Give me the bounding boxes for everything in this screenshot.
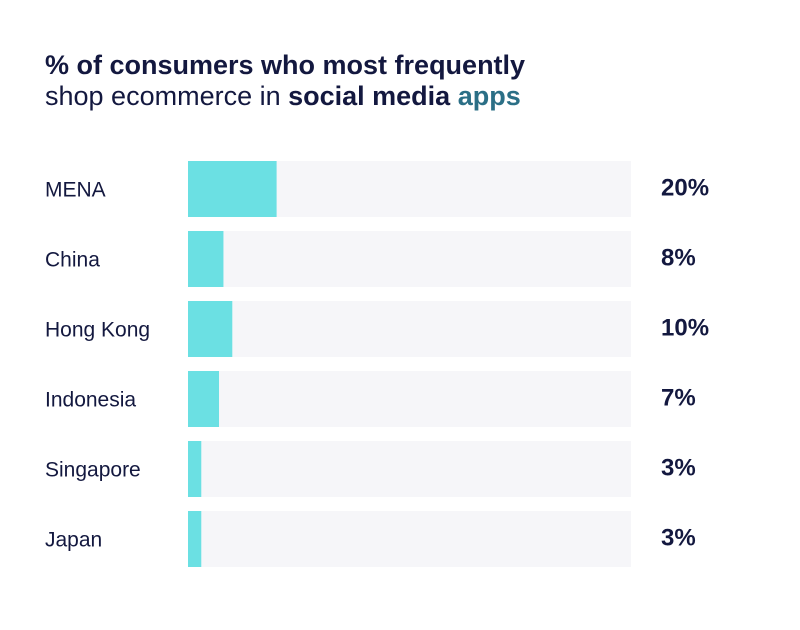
bar-track-indonesia xyxy=(188,371,631,427)
value-label-singapore: 3% xyxy=(661,454,696,481)
bar-track-singapore xyxy=(188,441,631,497)
category-label-hong-kong: Hong Kong xyxy=(45,319,150,342)
title-line-1: % of consumers who most frequently xyxy=(45,50,526,80)
bar-china xyxy=(188,231,224,287)
category-label-japan: Japan xyxy=(45,529,102,552)
value-label-japan: 3% xyxy=(661,524,696,551)
bar-track-japan xyxy=(188,511,631,567)
bar-mena xyxy=(188,161,277,217)
value-label-indonesia: 7% xyxy=(661,384,696,411)
bar-track-china xyxy=(188,231,631,287)
title-emphasis-apps: apps xyxy=(457,81,521,111)
title-line-2-plain: shop ecommerce in xyxy=(45,81,289,111)
category-label-mena: MENA xyxy=(45,179,106,202)
category-label-china: China xyxy=(45,249,100,272)
value-label-mena: 20% xyxy=(661,174,709,201)
bar-hong-kong xyxy=(188,301,233,357)
bar-japan xyxy=(188,511,202,567)
bar-indonesia xyxy=(188,371,220,427)
chart-title: % of consumers who most frequently shop … xyxy=(45,50,745,112)
bar-singapore xyxy=(188,441,202,497)
value-label-hong-kong: 10% xyxy=(661,314,709,341)
category-label-singapore: Singapore xyxy=(45,459,141,482)
bar-track-hong-kong xyxy=(188,301,631,357)
category-label-indonesia: Indonesia xyxy=(45,389,136,412)
title-emphasis-social-media: social media xyxy=(288,81,451,111)
value-label-china: 8% xyxy=(661,244,696,271)
